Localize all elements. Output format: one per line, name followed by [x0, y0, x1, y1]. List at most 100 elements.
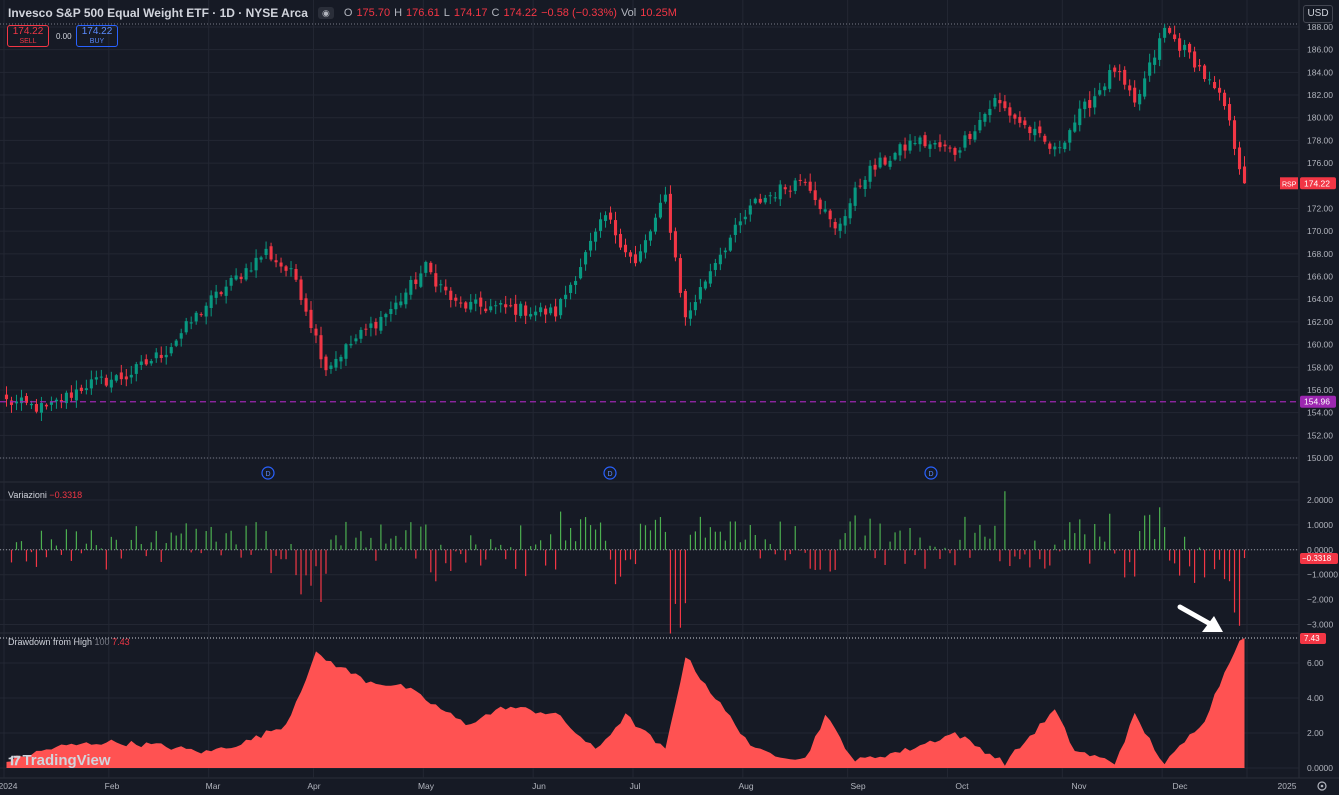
candle-body [803, 181, 807, 183]
candle-body [883, 157, 887, 165]
candle-body [184, 321, 188, 333]
time-axis-label: Feb [105, 781, 120, 791]
volume-label: Vol [620, 7, 637, 19]
candle-body [1173, 34, 1177, 40]
time-axis-label: Apr [307, 781, 320, 791]
candle-body [1203, 65, 1207, 80]
candle-body [139, 361, 143, 365]
candle-body [444, 286, 448, 291]
candle-body [44, 404, 48, 407]
candle-body [1003, 101, 1007, 109]
candle-body [199, 314, 203, 316]
last-price-label: 174.22 [1304, 178, 1330, 188]
candle-body [429, 262, 433, 273]
candle-body [584, 252, 588, 265]
candle-body [234, 275, 238, 280]
candle-body [628, 252, 633, 257]
candle-body [1158, 38, 1162, 60]
candle-body [1143, 78, 1147, 97]
candle-body [838, 223, 842, 231]
candle-body [399, 301, 403, 306]
currency-selector[interactable]: USD [1303, 5, 1333, 23]
hline-price-label: 154.96 [1304, 397, 1330, 407]
price-tick-label: 176.00 [1307, 158, 1333, 168]
candle-body [1232, 120, 1237, 149]
candle-body [668, 193, 672, 233]
candle-body [673, 231, 677, 258]
candle-body [484, 308, 488, 312]
drawdown-tick-label: 4.00 [1307, 693, 1324, 703]
candle-body [1222, 92, 1227, 107]
candle-body [1068, 130, 1072, 143]
candle-body [713, 262, 717, 270]
candle-body [623, 244, 628, 253]
variazioni-bars [10, 491, 1246, 634]
candle-body [1138, 93, 1142, 105]
candle-body [454, 297, 458, 301]
tradingview-logo[interactable]: 𝟏𝟕 TradingView [8, 752, 111, 769]
candle-body [274, 260, 278, 263]
candle-body [598, 219, 603, 231]
candle-body [439, 284, 443, 286]
candle-body [1188, 43, 1192, 53]
drawdown-tick-label: 6.00 [1307, 658, 1324, 668]
candle-body [1193, 51, 1197, 68]
variazioni-tick-label: 1.0000 [1307, 520, 1333, 530]
candle-body [843, 216, 847, 226]
candle-body [1053, 146, 1057, 150]
candle-body [958, 150, 962, 153]
annotation-arrow-shaft [1177, 604, 1215, 628]
candle-body [249, 270, 253, 272]
time-axis-label: Mar [206, 781, 221, 791]
time-axis-label: 2025 [1278, 781, 1297, 791]
candle-body [4, 394, 9, 400]
candle-body [1088, 100, 1092, 108]
candle-body [294, 268, 298, 280]
sell-label: SELL [19, 38, 37, 45]
candle-body [104, 377, 108, 386]
candle-body [1083, 101, 1087, 110]
dividend-marker [924, 466, 938, 480]
candle-body [314, 328, 318, 336]
candle-body [998, 100, 1002, 104]
variazioni-tick-label: −1.0000 [1307, 570, 1338, 580]
buy-button[interactable]: 174.22 BUY [76, 25, 118, 47]
candle-body [359, 329, 363, 339]
price-tick-label: 150.00 [1307, 453, 1333, 463]
candle-body [524, 305, 528, 316]
candle-body [1023, 120, 1027, 126]
candle-body [878, 157, 882, 168]
candle-body [519, 303, 523, 316]
eye-icon[interactable]: ◉ [317, 7, 334, 19]
variazioni-legend[interactable]: Variazioni −0.3318 [8, 490, 82, 500]
candle-body [404, 292, 408, 305]
candle-body [229, 277, 233, 286]
candle-body [823, 209, 827, 212]
plot-area [0, 0, 1299, 795]
candle-body [299, 279, 303, 301]
variazioni-title: Variazioni [8, 490, 47, 500]
gear-icon-ring [1317, 781, 1327, 791]
candle-body [64, 392, 68, 404]
candle-body [204, 305, 208, 317]
high-label: H [394, 7, 403, 19]
candle-body [149, 361, 153, 364]
candle-body [114, 375, 118, 381]
symbol-title[interactable]: Invesco S&P 500 Equal Weight ETF · 1D · … [8, 6, 308, 20]
candle-body [1198, 65, 1202, 67]
candle-body [893, 152, 897, 160]
drawdown-value-badge-label: 7.43 [1304, 634, 1320, 643]
candle-body [564, 294, 568, 300]
sell-button[interactable]: 174.22 SELL [7, 25, 49, 47]
candle-body [763, 197, 767, 203]
candle-body [948, 147, 952, 149]
candle-body [219, 292, 223, 295]
candle-body [574, 280, 578, 286]
drawdown-legend[interactable]: Drawdown from High 100 7.43 [8, 637, 130, 647]
candle-body [938, 142, 942, 148]
candle-body [424, 261, 428, 273]
candle-body [324, 356, 328, 371]
variazioni-tick-label: −2.000 [1307, 595, 1334, 605]
